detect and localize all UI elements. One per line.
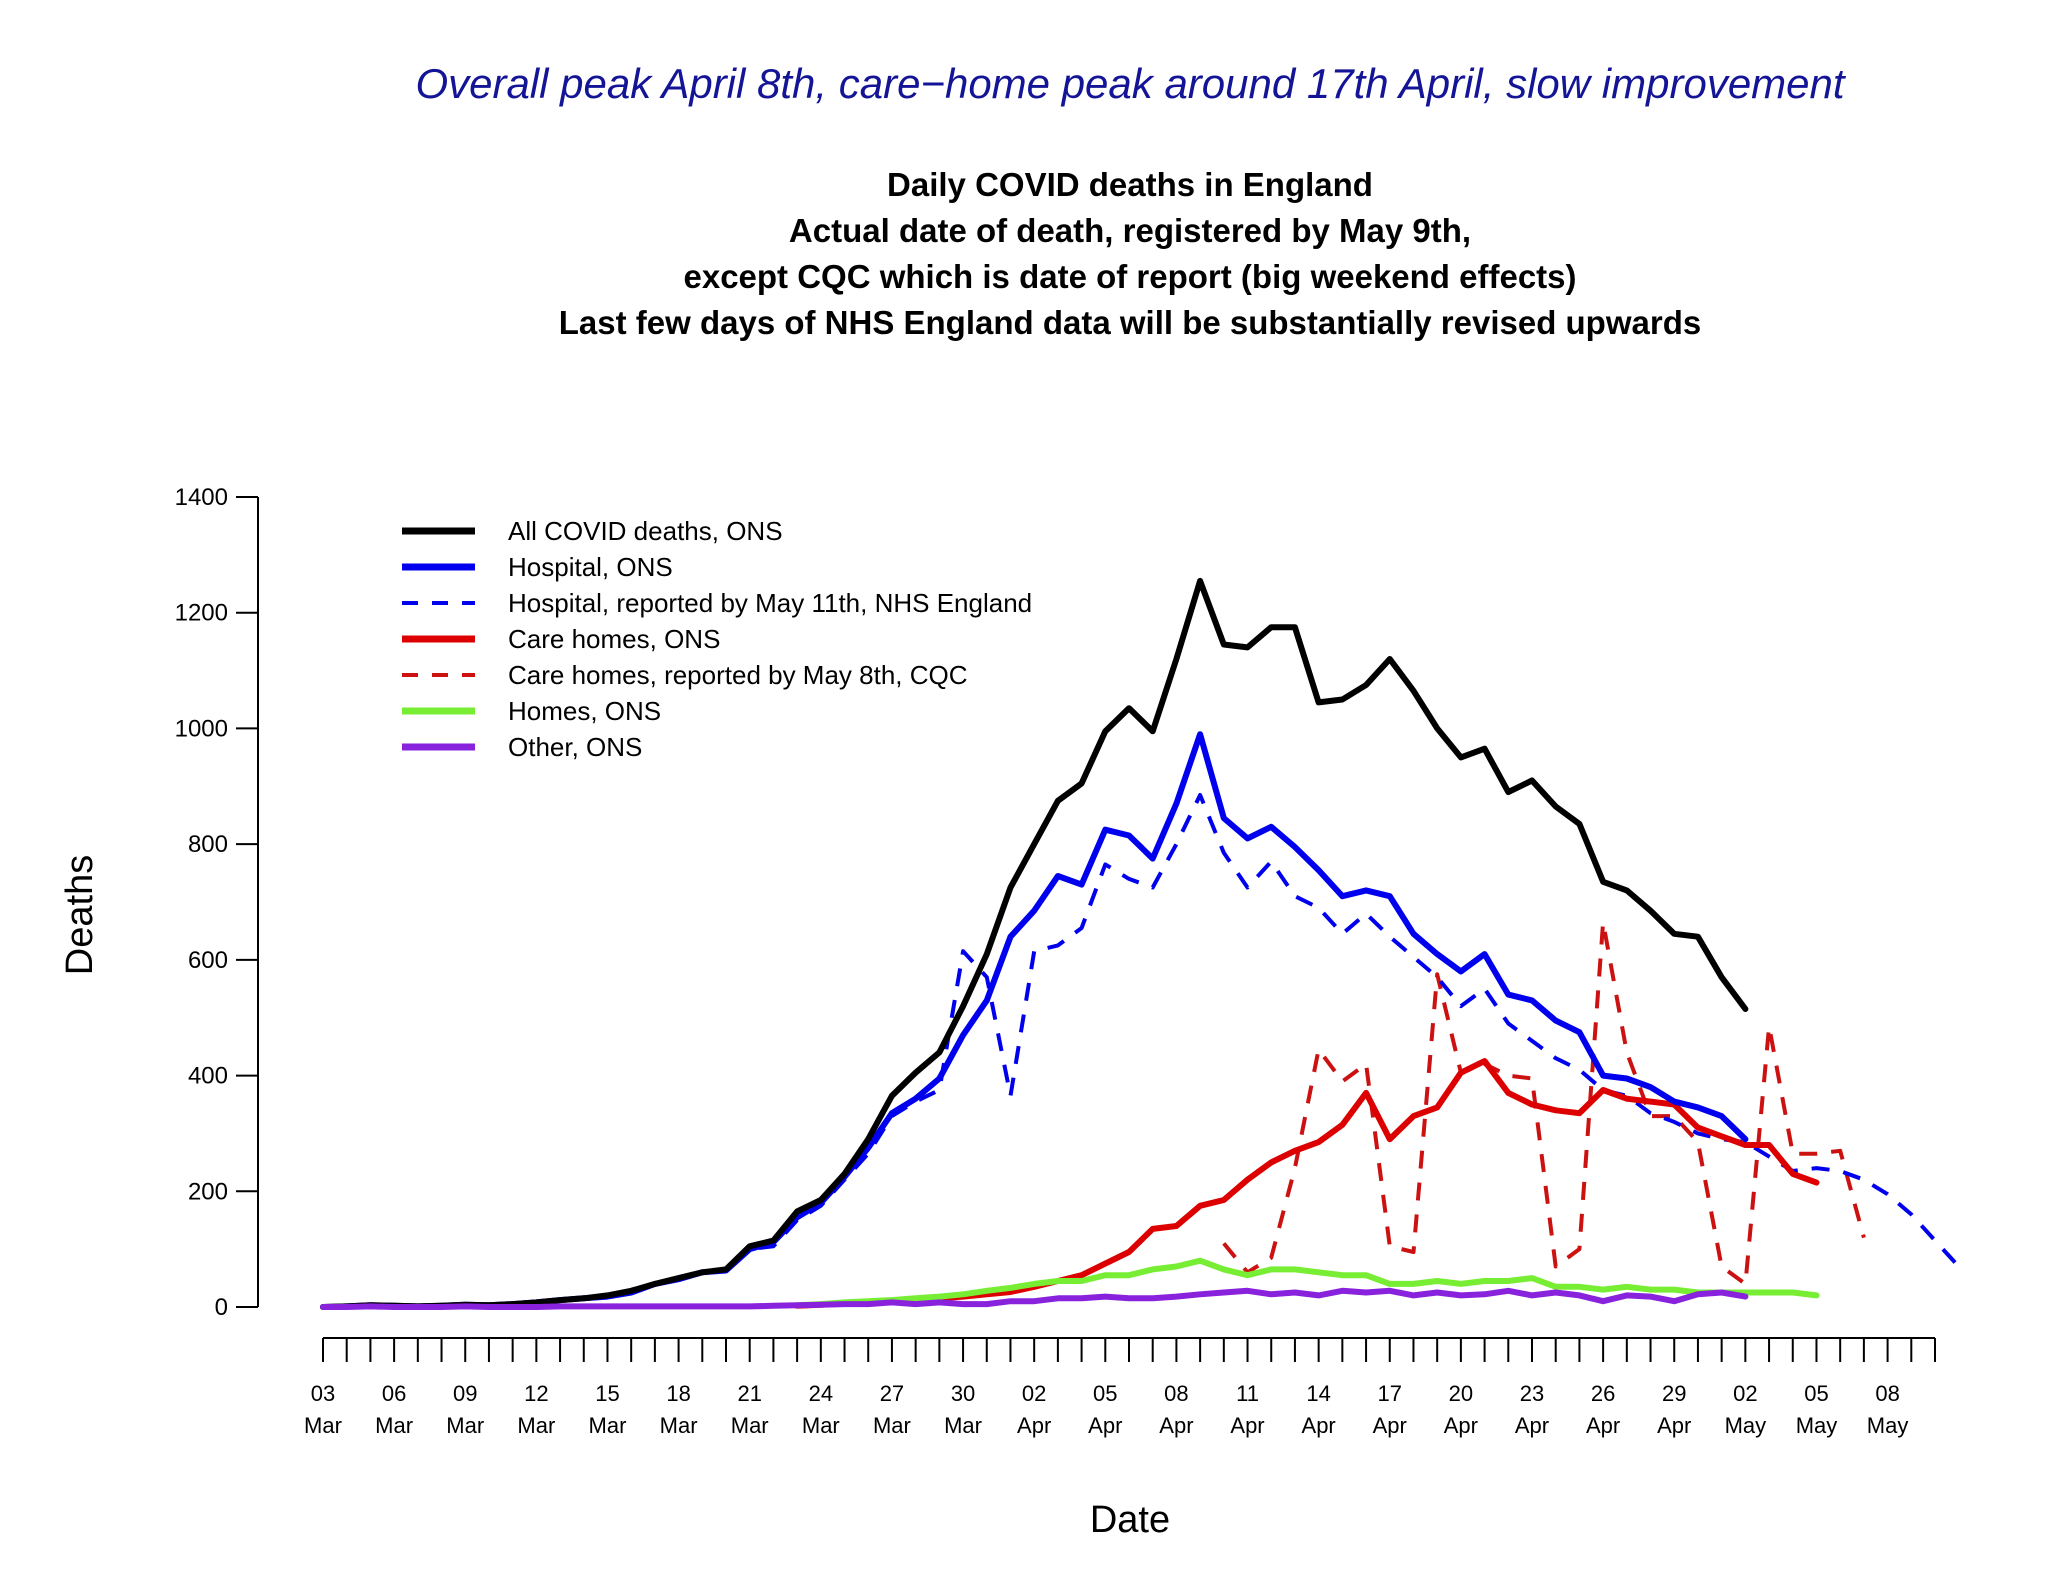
x-tick-label-day: 03 <box>311 1381 335 1406</box>
x-tick-label-day: 12 <box>524 1381 548 1406</box>
legend-entry-label: Homes, ONS <box>508 696 661 726</box>
x-tick-label-day: 05 <box>1804 1381 1828 1406</box>
series-line-other-ons <box>320 1287 1749 1310</box>
series-line-homes-ons <box>794 1257 1820 1309</box>
chart-title: Daily COVID deaths in England Actual dat… <box>559 166 1701 341</box>
x-tick-label-month: Apr <box>1302 1413 1336 1438</box>
series-line-care-homes-reported-by-may-8th-cqc <box>1222 920 1866 1286</box>
y-tick-label: 1000 <box>175 715 228 742</box>
legend-entry-label: All COVID deaths, ONS <box>508 516 783 546</box>
y-axis-label: Deaths <box>59 855 101 975</box>
x-tick-label-month: Apr <box>1444 1413 1478 1438</box>
y-tick-label: 600 <box>188 947 228 974</box>
x-tick-label-day: 21 <box>737 1381 761 1406</box>
x-tick-label-day: 02 <box>1022 1381 1046 1406</box>
x-tick-label-day: 17 <box>1378 1381 1402 1406</box>
title-line-1: Daily COVID deaths in England <box>887 166 1373 203</box>
x-tick-label-month: Apr <box>1515 1413 1549 1438</box>
x-tick-label-day: 08 <box>1164 1381 1188 1406</box>
x-tick-label-day: 08 <box>1875 1381 1899 1406</box>
series-layer <box>320 577 1961 1310</box>
x-tick-label-month: Mar <box>731 1413 769 1438</box>
x-tick-label-day: 18 <box>666 1381 690 1406</box>
x-tick-label-day: 23 <box>1520 1381 1544 1406</box>
x-tick-label-month: Mar <box>517 1413 555 1438</box>
x-tick-label-day: 06 <box>382 1381 406 1406</box>
y-tick-label: 400 <box>188 1063 228 1090</box>
title-line-4: Last few days of NHS England data will b… <box>559 304 1701 341</box>
x-tick-label-month: Apr <box>1230 1413 1264 1438</box>
x-tick-label-month: Apr <box>1088 1413 1122 1438</box>
title-line-2: Actual date of death, registered by May … <box>789 212 1471 249</box>
x-tick-label-day: 11 <box>1236 1381 1259 1406</box>
x-tick-label-day: 15 <box>595 1381 619 1406</box>
x-tick-label-day: 02 <box>1733 1381 1757 1406</box>
x-tick-label-day: 26 <box>1591 1381 1615 1406</box>
x-axis-label: Date <box>1090 1499 1170 1541</box>
x-tick-label-month: May <box>1725 1413 1767 1438</box>
x-axis: 03 Mar 06 Mar 09 Mar 12 Mar 15 Mar 18 Mar 21 Mar 24 Mar… <box>304 1337 1936 1438</box>
chart-subtitle: Overall peak April 8th, care−home peak a… <box>415 60 1846 107</box>
series-line-hospital-ons <box>320 731 1749 1310</box>
legend: All COVID deaths, ONS Hospital, ONS Hospit… <box>402 516 1032 762</box>
y-tick-label: 200 <box>188 1178 228 1205</box>
legend-entry-label: Hospital, ONS <box>508 552 673 582</box>
y-tick-label: 0 <box>215 1294 228 1321</box>
x-tick-label-day: 09 <box>453 1381 477 1406</box>
x-tick-label-day: 14 <box>1306 1381 1330 1406</box>
x-tick-label-day: 24 <box>809 1381 833 1406</box>
x-tick-label-month: Apr <box>1017 1413 1051 1438</box>
legend-entry-label: Hospital, reported by May 11th, NHS Engl… <box>508 588 1032 618</box>
title-line-3: except CQC which is date of report (big … <box>683 258 1576 295</box>
y-tick-label: 800 <box>188 831 228 858</box>
x-tick-label-day: 20 <box>1449 1381 1473 1406</box>
series-line-hospital-reported-by-may-11th-nhs-england <box>322 793 1961 1309</box>
x-tick-label-month: Mar <box>446 1413 484 1438</box>
x-tick-label-month: Mar <box>589 1413 627 1438</box>
legend-entry-label: Other, ONS <box>508 732 642 762</box>
x-tick-label-month: May <box>1796 1413 1838 1438</box>
y-tick-label: 1200 <box>175 600 228 627</box>
series-line-all-covid-deaths-ons <box>320 577 1749 1310</box>
y-tick-label: 1400 <box>175 484 228 511</box>
x-tick-label-month: Mar <box>660 1413 698 1438</box>
x-tick-label-day: 27 <box>880 1381 904 1406</box>
x-tick-label-month: Mar <box>944 1413 982 1438</box>
x-tick-label-day: 29 <box>1662 1381 1686 1406</box>
y-axis: 0 200 400 600 800 1000 1200 1400 <box>175 484 259 1321</box>
x-tick-label-day: 30 <box>951 1381 975 1406</box>
x-tick-label-day: 05 <box>1093 1381 1117 1406</box>
legend-entry-label: Care homes, ONS <box>508 624 720 654</box>
x-tick-label-month: May <box>1867 1413 1909 1438</box>
x-tick-label-month: Mar <box>873 1413 911 1438</box>
x-tick-label-month: Mar <box>304 1413 342 1438</box>
legend-entry-label: Care homes, reported by May 8th, CQC <box>508 660 968 690</box>
x-tick-label-month: Mar <box>375 1413 413 1438</box>
x-tick-label-month: Apr <box>1657 1413 1691 1438</box>
x-tick-label-month: Apr <box>1373 1413 1407 1438</box>
x-tick-label-month: Apr <box>1159 1413 1193 1438</box>
x-tick-label-month: Apr <box>1586 1413 1620 1438</box>
x-tick-label-month: Mar <box>802 1413 840 1438</box>
